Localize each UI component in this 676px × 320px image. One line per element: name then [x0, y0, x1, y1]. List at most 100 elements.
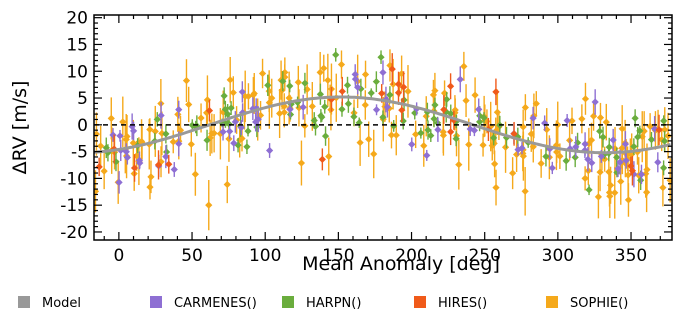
data-point — [514, 146, 522, 154]
data-point — [318, 113, 326, 121]
data-point — [613, 153, 621, 161]
data-point — [220, 92, 228, 100]
data-point — [647, 135, 656, 144]
data-point — [491, 160, 499, 168]
data-point — [367, 89, 375, 97]
data-point — [630, 170, 638, 178]
data-point — [365, 135, 373, 143]
data-point — [264, 81, 272, 89]
data-point — [237, 123, 245, 132]
data-point — [519, 152, 527, 160]
data-point — [521, 187, 529, 195]
data-point — [417, 129, 425, 137]
data-point — [187, 140, 195, 148]
data-point — [605, 143, 613, 151]
data-point — [654, 158, 662, 166]
x-axis-title: Mean Anomaly [deg] — [302, 253, 500, 275]
data-point — [229, 88, 237, 97]
data-point — [175, 140, 183, 148]
data-point — [591, 98, 599, 106]
data-point — [185, 100, 193, 109]
data-point — [394, 80, 403, 88]
data-point — [286, 105, 294, 113]
data-point — [388, 65, 396, 73]
data-point — [502, 134, 511, 142]
data-point — [398, 106, 406, 114]
data-point — [321, 132, 330, 140]
data-point — [308, 102, 316, 110]
data-point — [532, 100, 540, 108]
data-point — [637, 170, 646, 178]
data-point — [624, 171, 632, 179]
legend: Model CARMENES() HARPN() HIRES() SOPHIE() — [18, 296, 628, 311]
data-point — [324, 76, 332, 84]
y-tick-label: -15 — [60, 196, 88, 216]
data-point — [146, 183, 154, 191]
data-point — [386, 91, 394, 99]
data-point — [490, 134, 498, 142]
legend-swatch — [282, 296, 294, 308]
data-point — [471, 91, 479, 99]
data-point — [572, 143, 580, 151]
data-point — [624, 196, 633, 204]
data-point — [594, 193, 603, 201]
data-point — [338, 105, 346, 113]
data-point — [492, 183, 500, 192]
plot-area — [94, 48, 672, 231]
x-tick-label: 50 — [181, 246, 203, 266]
data-point — [136, 159, 144, 167]
y-tick-label: 10 — [66, 62, 88, 82]
data-point — [556, 152, 564, 160]
data-point — [452, 135, 460, 143]
data-point — [427, 131, 435, 140]
data-point — [460, 62, 468, 70]
data-point — [420, 142, 428, 150]
data-point — [287, 100, 295, 108]
data-point — [492, 88, 500, 96]
data-point — [122, 135, 130, 144]
data-point — [392, 131, 400, 139]
data-point — [174, 110, 182, 118]
data-point — [151, 127, 159, 136]
data-point — [115, 178, 123, 186]
data-point — [434, 126, 442, 134]
data-point — [637, 176, 645, 184]
data-point — [596, 127, 604, 135]
y-tick-label: 0 — [77, 116, 88, 136]
data-point — [660, 117, 668, 125]
data-point — [606, 181, 615, 189]
data-point — [225, 135, 233, 143]
legend-label: HARPN() — [306, 296, 361, 311]
data-point — [537, 159, 545, 168]
data-point — [244, 127, 252, 135]
data-point — [226, 76, 234, 84]
data-point — [541, 119, 549, 127]
legend-item: HIRES() — [414, 296, 487, 311]
data-point — [510, 130, 518, 138]
data-point — [456, 75, 464, 83]
data-point — [581, 95, 590, 103]
data-point — [147, 173, 155, 181]
data-point — [224, 110, 232, 118]
data-point — [361, 101, 369, 109]
data-point — [250, 89, 258, 98]
data-point — [493, 108, 501, 116]
data-point — [372, 78, 380, 86]
data-point — [527, 130, 535, 138]
data-point — [430, 115, 438, 123]
data-point — [660, 164, 668, 172]
data-point — [617, 177, 625, 186]
data-point — [521, 103, 529, 112]
data-point — [660, 137, 669, 145]
data-point — [303, 85, 311, 94]
data-point — [630, 142, 638, 151]
legend-swatch — [414, 296, 426, 308]
model-curve — [94, 95, 671, 155]
data-point — [356, 138, 364, 147]
data-point — [621, 140, 630, 148]
y-tick-label: 20 — [66, 9, 88, 29]
data-point — [182, 77, 191, 85]
data-point — [643, 166, 651, 174]
data-point — [462, 96, 470, 105]
data-point — [488, 142, 496, 150]
